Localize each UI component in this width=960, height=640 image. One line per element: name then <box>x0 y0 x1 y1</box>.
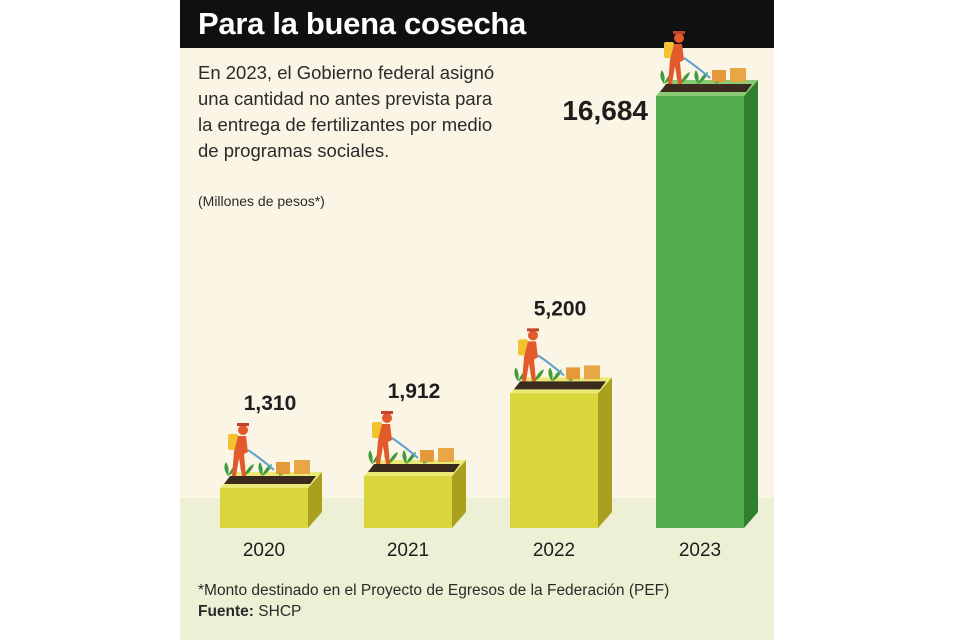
page-title: Para la buena cosecha <box>198 6 526 41</box>
category-label-2021: 2021 <box>387 540 429 561</box>
farmer-scene-2022 <box>514 328 600 382</box>
bar-2021 <box>364 476 452 528</box>
bar-group-2022 <box>510 377 612 528</box>
farmer-figure <box>232 436 248 476</box>
farmer-scene-2021 <box>368 411 454 464</box>
soil-strip-2021 <box>368 464 460 472</box>
sprayer-hose <box>537 354 565 377</box>
bar-side-2020 <box>308 472 322 528</box>
value-label-2022: 5,200 <box>534 297 587 320</box>
farmer-scene-2023 <box>660 31 746 84</box>
farmer-head <box>238 425 248 435</box>
value-label-2023: 16,684 <box>562 95 648 126</box>
farmer-hat <box>381 411 393 414</box>
crate <box>438 448 454 462</box>
source-value: SHCP <box>258 603 302 620</box>
farmer-figure <box>376 424 392 464</box>
bar-side-2021 <box>452 460 466 528</box>
soil-strip-2023 <box>660 84 752 92</box>
crate <box>420 450 434 462</box>
source-label: Fuente: <box>198 603 254 620</box>
farmer-head <box>528 330 538 341</box>
crate <box>294 460 310 474</box>
crate <box>712 70 726 82</box>
value-label-2020: 1,310 <box>244 392 297 415</box>
farmer-hat <box>527 328 539 332</box>
sprayer-hose <box>247 449 275 471</box>
bar-group-2020 <box>220 472 322 528</box>
bar-side-2022 <box>598 377 612 528</box>
farmer-figure <box>522 341 538 382</box>
category-label-2022: 2022 <box>533 540 575 561</box>
bar-side-2023 <box>744 80 758 528</box>
bar-2023 <box>656 96 744 528</box>
soil-strip-2020 <box>224 476 316 484</box>
farmer-hat <box>673 31 685 34</box>
bar-group-2023 <box>656 80 758 528</box>
bar-group-2021 <box>364 460 466 528</box>
footnote: *Monto destinado en el Proyecto de Egres… <box>198 582 670 599</box>
infographic-panel: Para la buena cosecha En 2023, el Gobier… <box>180 0 774 640</box>
farmer-hat <box>237 423 249 426</box>
category-label-2023: 2023 <box>679 540 721 561</box>
farmer-head <box>674 33 684 43</box>
source-line: Fuente: SHCP <box>198 603 301 621</box>
crate <box>584 365 600 380</box>
bar-2022 <box>510 393 598 528</box>
value-label-2021: 1,912 <box>388 380 441 403</box>
farmer-scene-2020 <box>224 423 310 476</box>
farmer-head <box>382 413 392 423</box>
bar-chart: 1,310 2020 1,912 2021 5,200 2022 16,684 2023 <box>220 31 758 561</box>
category-label-2020: 2020 <box>243 540 285 561</box>
farmer-figure <box>668 44 684 84</box>
crate <box>276 462 290 474</box>
crate <box>730 68 746 82</box>
bar-2020 <box>220 488 308 528</box>
units-label: (Millones de pesos*) <box>198 193 325 209</box>
soil-strip-2022 <box>514 381 606 390</box>
crate <box>566 367 580 380</box>
sprayer-hose <box>391 437 419 459</box>
sprayer-hose <box>683 57 711 79</box>
intro-text: En 2023, el Gobierno federal asignó una … <box>198 62 495 161</box>
